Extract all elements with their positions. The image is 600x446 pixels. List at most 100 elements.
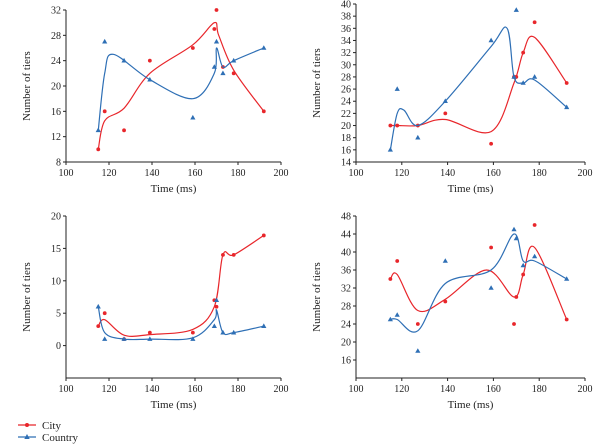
data-point [532, 74, 538, 79]
data-point [387, 147, 393, 152]
y-tick-label: 8 [56, 158, 61, 169]
data-point [520, 262, 526, 268]
legend-marker [24, 434, 30, 439]
data-point [261, 45, 267, 50]
data-point [395, 259, 400, 263]
x-tick-label: 200 [578, 384, 593, 395]
y-tick-label: 10 [51, 276, 61, 287]
x-tick-label: 200 [578, 168, 593, 179]
data-point [190, 336, 196, 341]
y-tick-label: 36 [341, 24, 351, 35]
x-tick-label: 140 [440, 384, 455, 395]
chart-panel-bottom-right: 100 120 140 160 180 200 16 20 24 28 32 36 40 44 48 Time… [311, 212, 593, 412]
legend-item-city: City [18, 420, 61, 432]
y-tick-label: 28 [51, 31, 61, 42]
data-point [212, 27, 217, 31]
x-tick-label: 180 [532, 384, 547, 395]
data-point [521, 272, 526, 277]
data-point [213, 38, 220, 44]
y-tick-label: 32 [341, 48, 351, 59]
data-point [231, 329, 237, 335]
y-tick-label: 16 [51, 107, 61, 118]
series-line [97, 306, 264, 341]
series-city [96, 8, 266, 152]
x-tick-label: 160 [486, 384, 501, 395]
data-point [102, 38, 108, 44]
y-tick-label: 40 [341, 248, 351, 259]
data-point [213, 297, 220, 303]
data-point [147, 336, 153, 341]
data-point [261, 109, 266, 114]
series-country [95, 38, 267, 133]
x-axis-label: Time (ms) [151, 183, 197, 195]
y-tick-label: 20 [341, 338, 351, 349]
chart-panel-bottom-left: 100 120 140 160 180 200 0 5 10 15 20 Time (ms) Numbe… [21, 212, 289, 412]
series-line [97, 21, 265, 150]
x-axis-label: Time (ms) [151, 399, 197, 411]
data-point [190, 46, 195, 50]
data-point [512, 322, 516, 326]
series-line [97, 234, 265, 337]
y-tick-label: 16 [341, 356, 351, 367]
series-city [388, 223, 569, 326]
x-tick-label: 120 [102, 384, 117, 395]
series-line [97, 47, 265, 131]
x-tick-label: 100 [59, 168, 74, 179]
data-point [520, 80, 526, 85]
y-tick-label: 12 [51, 132, 61, 143]
data-point [564, 276, 570, 281]
x-tick-label: 140 [145, 384, 160, 395]
x-tick-label: 160 [486, 168, 501, 179]
x-axis-label: Time (ms) [448, 399, 494, 411]
data-point [388, 123, 393, 128]
data-point [214, 8, 219, 12]
data-point [121, 336, 127, 341]
data-point [95, 127, 101, 133]
series-line [390, 35, 568, 134]
x-tick-label: 160 [188, 168, 203, 179]
series-line [390, 233, 567, 333]
data-point [220, 329, 226, 335]
y-tick-label: 48 [341, 212, 351, 223]
y-tick-label: 36 [341, 266, 351, 277]
x-tick-label: 100 [349, 384, 364, 395]
data-point [511, 74, 517, 79]
y-tick-label: 22 [341, 109, 351, 120]
data-point [102, 311, 107, 316]
y-tick-label: 0 [56, 341, 61, 352]
y-tick-label: 32 [341, 284, 351, 295]
x-tick-label: 180 [231, 384, 246, 395]
data-point [122, 128, 126, 133]
y-tick-label: 38 [341, 12, 351, 23]
chart-panel-top-left: 100 120 140 160 180 200 8 12 16 20 24 28 32 Time (ms)… [21, 6, 289, 196]
data-point [147, 76, 153, 82]
data-point [489, 245, 494, 250]
data-point [190, 114, 196, 120]
legend-marker [25, 423, 29, 427]
data-point [415, 348, 421, 353]
data-point [564, 317, 569, 322]
data-point [514, 295, 519, 299]
data-point [442, 98, 448, 104]
data-point [443, 111, 448, 116]
data-point [147, 58, 152, 63]
data-point [394, 86, 400, 91]
y-tick-label: 24 [51, 56, 61, 67]
data-point [231, 71, 236, 76]
y-tick-label: 28 [341, 302, 351, 313]
data-point [231, 252, 236, 257]
series-line [389, 26, 568, 150]
x-tick-label: 160 [188, 384, 203, 395]
data-point [488, 285, 494, 290]
y-tick-label: 5 [56, 309, 61, 320]
series-city [388, 20, 569, 146]
data-point [102, 336, 108, 341]
y-tick-label: 14 [341, 158, 351, 169]
y-tick-label: 20 [51, 82, 61, 93]
x-tick-label: 100 [59, 384, 74, 395]
data-point [102, 109, 107, 114]
y-tick-label: 34 [341, 36, 351, 47]
x-tick-label: 140 [440, 168, 455, 179]
data-point [488, 37, 494, 43]
data-point [513, 7, 519, 12]
